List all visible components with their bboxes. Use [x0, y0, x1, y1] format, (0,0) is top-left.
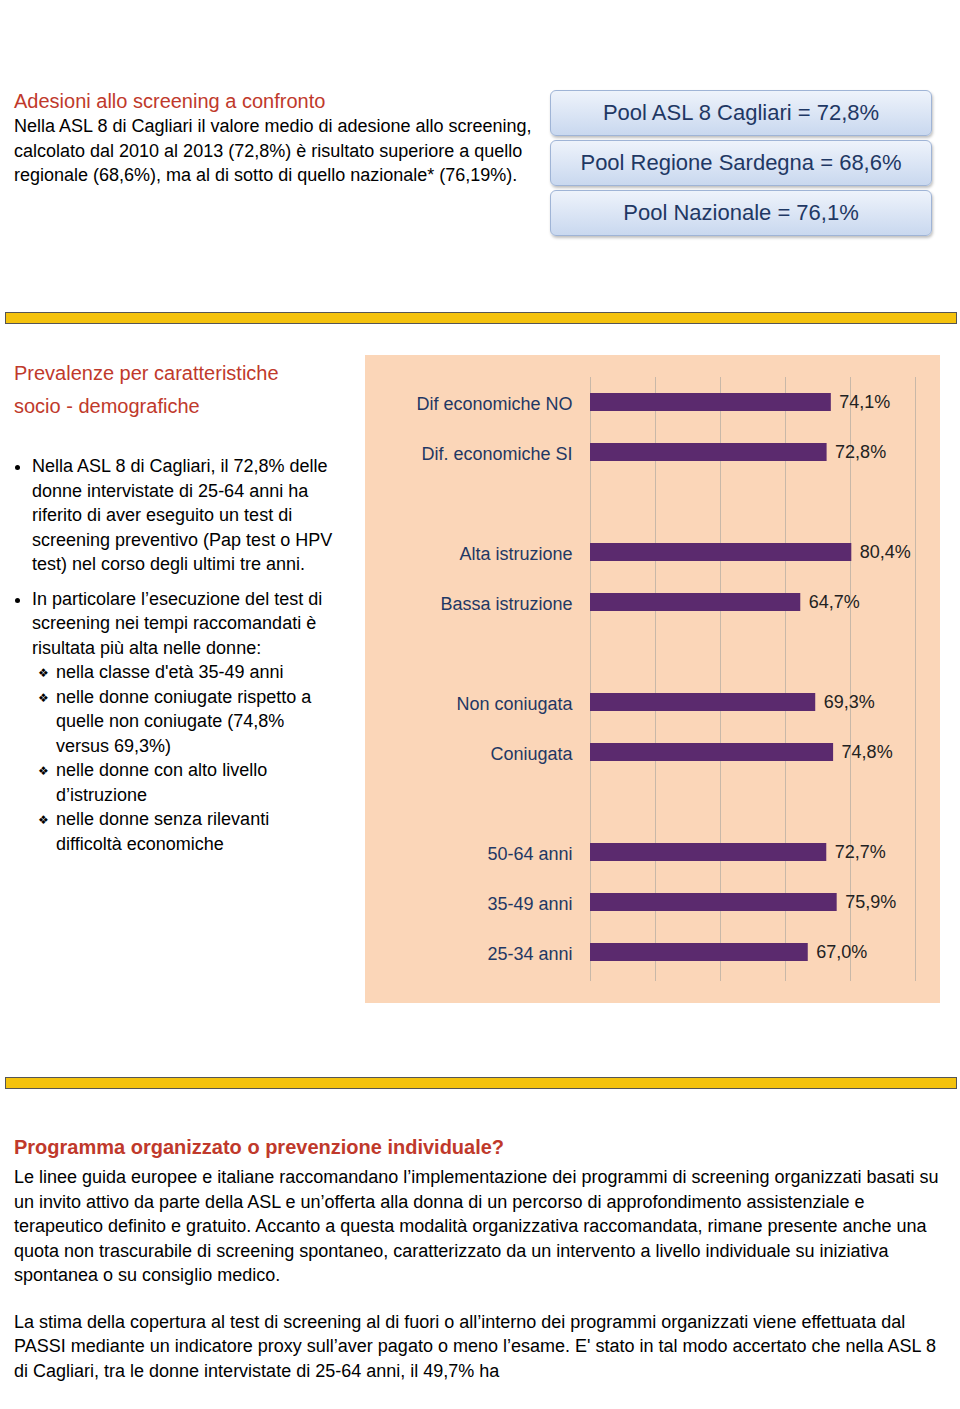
- svg-text:Non coniugata: Non coniugata: [456, 694, 573, 714]
- html-text:Pool ASL 8 Cagliari = 72,8%: Pool ASL 8 Cagliari = 72,8%: [602, 100, 880, 125]
- html-text:Adesioni allo screening a conf: Adesioni allo screening a confronto: [14, 90, 326, 112]
- html-text:Pool Regione Sardegna = 68,6%: Pool Regione Sardegna = 68,6%: [580, 150, 902, 175]
- svg-text:25-34 anni: 25-34 anni: [487, 944, 572, 964]
- html-text:Le linee guida europee e itali: Le linee guida europee e italiane raccom…: [14, 1167, 939, 1285]
- html-text:La stima della copertura al te: La stima della copertura al test di scre…: [14, 1311, 936, 1381]
- html-text:nella classe d'età 35-49 anni: nella classe d'età 35-49 anni: [56, 662, 284, 682]
- svg-text:69,3%: 69,3%: [824, 692, 875, 712]
- svg-text:67,0%: 67,0%: [816, 942, 867, 962]
- html-text:Programma organizzato o preven: Programma organizzato o prevenzione indi…: [14, 1136, 505, 1158]
- html-text:Nella ASL 8 di Cagliari, il 72: Nella ASL 8 di Cagliari, il 72,8% delle …: [32, 456, 333, 574]
- html-text:nelle donne senza rilevanti di: nelle donne senza rilevanti difficoltà e…: [56, 809, 270, 854]
- svg-text:72,7%: 72,7%: [835, 842, 886, 862]
- html-text:Nella ASL 8 di Cagliari il val: Nella ASL 8 di Cagliari il valore medio …: [14, 116, 532, 185]
- svg-text:74,1%: 74,1%: [839, 392, 890, 412]
- svg-text:Coniugata: Coniugata: [490, 744, 573, 764]
- html-text:nelle donne con alto livello d: nelle donne con alto livello d’istruzion…: [56, 760, 268, 805]
- svg-text:64,7%: 64,7%: [809, 592, 860, 612]
- svg-text:74,8%: 74,8%: [842, 742, 893, 762]
- html-text:Pool Nazionale = 76,1%: Pool Nazionale = 76,1%: [623, 200, 859, 225]
- svg-text:Dif. economiche SI: Dif. economiche SI: [421, 444, 572, 464]
- html-text:socio - demografiche: socio - demografiche: [14, 395, 200, 417]
- svg-text:Alta istruzione: Alta istruzione: [459, 544, 572, 564]
- svg-text:Dif economiche NO: Dif economiche NO: [416, 394, 572, 414]
- svg-text:72,8%: 72,8%: [835, 442, 886, 462]
- svg-text:Bassa istruzione: Bassa istruzione: [440, 594, 572, 614]
- svg-text:35-49 anni: 35-49 anni: [487, 894, 572, 914]
- svg-text:50-64 anni: 50-64 anni: [487, 844, 572, 864]
- svg-text:80,4%: 80,4%: [860, 542, 911, 562]
- html-text:nelle donne coniugate rispetto: nelle donne coniugate rispetto a quelle …: [56, 686, 312, 756]
- html-text:In particolare l’esecuzione de: In particolare l’esecuzione del test di …: [32, 588, 323, 658]
- svg-text:75,9%: 75,9%: [845, 892, 896, 912]
- html-text:Prevalenze per caratteristiche: Prevalenze per caratteristiche: [14, 362, 279, 384]
